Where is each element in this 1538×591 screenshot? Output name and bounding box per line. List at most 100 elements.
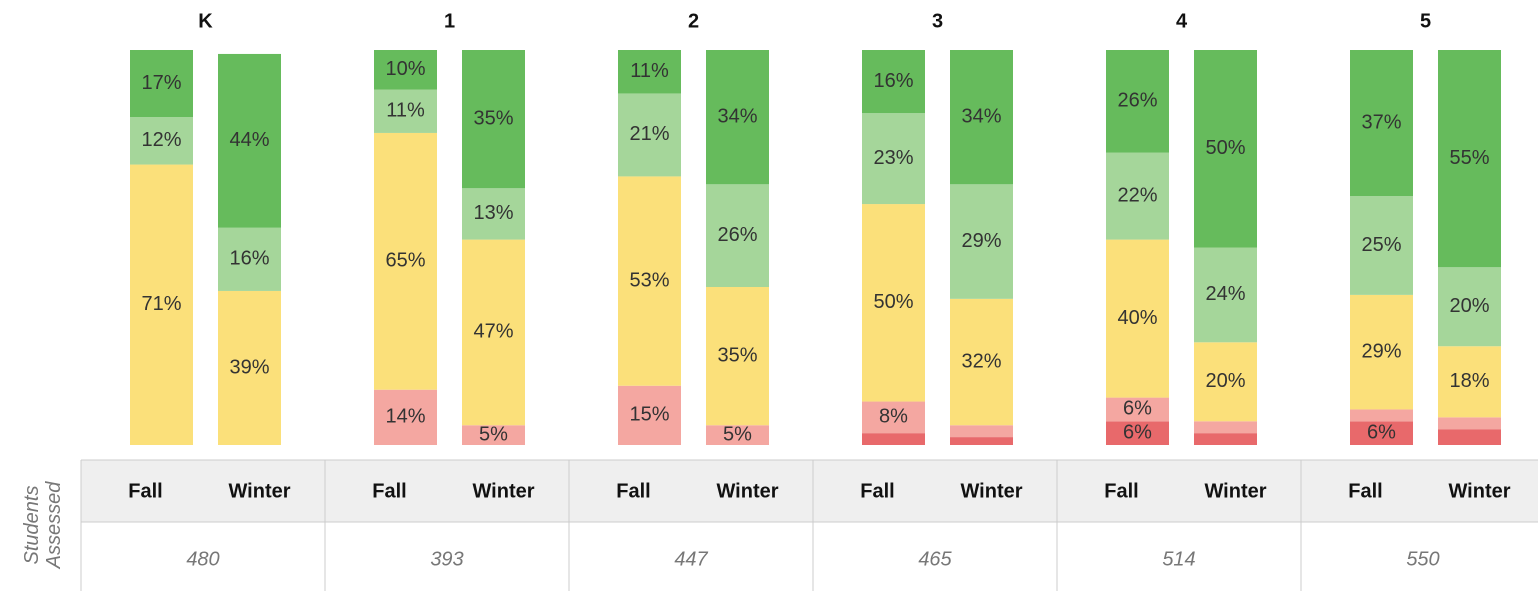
segment-label: 23% [873, 147, 913, 169]
segment-label: 6% [1123, 421, 1152, 443]
segment [862, 204, 925, 402]
group-title: 3 [932, 10, 943, 32]
segment-label: 37% [1361, 111, 1401, 133]
row-label-line: Assessed [43, 481, 65, 570]
segment-label: 26% [717, 224, 757, 246]
segment-label: 14% [385, 406, 425, 428]
bar-period: Fall [616, 480, 650, 502]
segment-label: 15% [629, 404, 669, 426]
segment [1106, 152, 1169, 240]
segment-label: 65% [385, 250, 425, 272]
segment-label: 50% [1205, 137, 1245, 159]
segment-label: 34% [717, 105, 757, 127]
segment-label: 25% [1361, 234, 1401, 256]
segment-label: 35% [473, 107, 513, 129]
segment-label: 13% [473, 202, 513, 224]
segment-label: 12% [141, 129, 181, 151]
segment-label: 40% [1117, 307, 1157, 329]
segment [130, 164, 193, 446]
segment-label: 6% [1367, 421, 1396, 443]
segment [706, 184, 769, 287]
segment [1438, 429, 1501, 445]
segment [1350, 50, 1413, 197]
group-title: 5 [1420, 10, 1431, 32]
segment [1350, 294, 1413, 410]
segment-label: 16% [229, 248, 269, 270]
segment [1194, 342, 1257, 422]
bar-period: Fall [1104, 480, 1138, 502]
segment [950, 437, 1013, 445]
bar-period: Fall [860, 480, 894, 502]
segment-label: 20% [1205, 370, 1245, 392]
segment [374, 389, 437, 445]
segment-label: 21% [629, 123, 669, 145]
segment [218, 290, 281, 445]
bar-period: Fall [128, 480, 162, 502]
segment-label: 24% [1205, 283, 1245, 305]
students-count: 514 [1162, 548, 1195, 570]
segment [218, 227, 281, 291]
segment-label: 29% [961, 230, 1001, 252]
row-label: StudentsAssessed [21, 481, 65, 570]
bar-period: Fall [372, 480, 406, 502]
segment-label: 11% [630, 60, 669, 82]
segment-label: 71% [141, 293, 181, 315]
segment-label: 11% [386, 100, 425, 122]
students-count: 393 [430, 548, 463, 570]
segment [618, 385, 681, 445]
segment-label: 53% [629, 269, 669, 291]
segment [218, 53, 281, 228]
segment [1438, 50, 1501, 268]
segment [374, 132, 437, 390]
bar-period: Winter [472, 480, 534, 502]
segment-label: 16% [873, 70, 913, 92]
segment [862, 401, 925, 434]
students-count: 447 [674, 548, 708, 570]
segment [950, 425, 1013, 438]
segment [1194, 421, 1257, 434]
segment-label: 50% [873, 291, 913, 313]
segment [618, 93, 681, 177]
segment-label: 22% [1117, 184, 1157, 206]
students-count: 465 [918, 548, 952, 570]
segment [462, 50, 525, 189]
segment-label: 47% [473, 321, 513, 343]
segment-label: 5% [723, 423, 752, 445]
segment [130, 50, 193, 118]
segment [950, 50, 1013, 185]
segment [374, 89, 437, 133]
segment [950, 298, 1013, 426]
header-row [81, 460, 1538, 522]
segment-label: 10% [385, 58, 425, 80]
segment [1438, 346, 1501, 418]
segment [1106, 421, 1169, 445]
segment [706, 50, 769, 185]
segment-label: 39% [229, 356, 269, 378]
segment [1438, 417, 1501, 430]
segment [862, 113, 925, 205]
group-title: 4 [1176, 10, 1188, 32]
segment [706, 425, 769, 445]
bar-period: Fall [1348, 480, 1382, 502]
segment-label: 55% [1449, 147, 1489, 169]
segment [462, 425, 525, 445]
segment-label: 18% [1449, 370, 1489, 392]
segment [1350, 409, 1413, 422]
row-label-line: Students [21, 486, 43, 565]
segment [862, 433, 925, 445]
bar-period: Winter [716, 480, 778, 502]
group-title: K [198, 10, 213, 32]
segment [1350, 196, 1413, 295]
segment-label: 5% [479, 423, 508, 445]
segment-label: 6% [1123, 398, 1152, 420]
segment-label: 17% [141, 72, 181, 94]
segment [1106, 397, 1169, 422]
segment [374, 50, 437, 90]
bar-period: Winter [228, 480, 290, 502]
bar-period: Winter [960, 480, 1022, 502]
segment-label: 34% [961, 105, 1001, 127]
segment [1194, 247, 1257, 343]
group-title: 2 [688, 10, 699, 32]
segment-label: 32% [961, 350, 1001, 372]
